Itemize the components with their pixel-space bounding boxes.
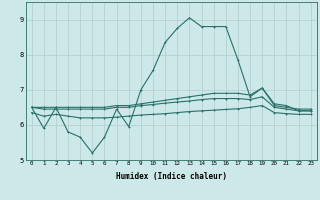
X-axis label: Humidex (Indice chaleur): Humidex (Indice chaleur) — [116, 172, 227, 181]
